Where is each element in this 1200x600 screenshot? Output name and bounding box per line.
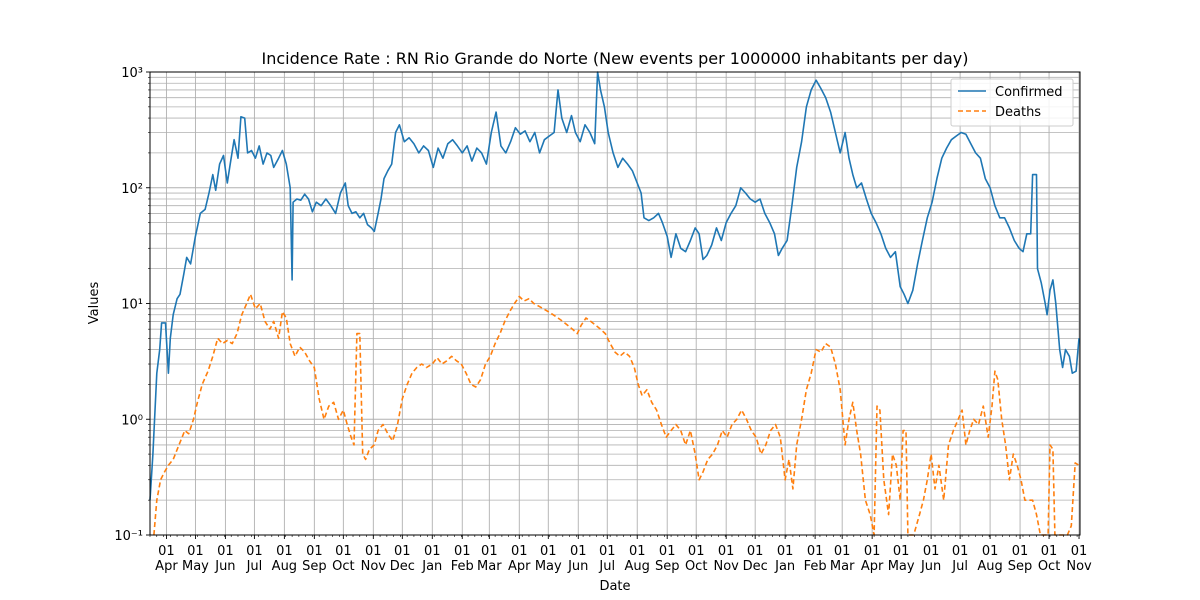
x-tick-label-day: 01 — [864, 544, 881, 559]
series-line-deaths — [153, 293, 1080, 536]
x-tick-label-month: Jan — [774, 559, 795, 574]
x-tick-label-day: 01 — [217, 544, 234, 559]
y-tick-label: 10² — [121, 182, 143, 197]
x-tick-label-month: Feb — [804, 559, 827, 574]
x-tick-label-month: Jan — [421, 559, 442, 574]
x-tick-label-month: Feb — [451, 559, 474, 574]
x-tick-label-month: Aug — [272, 559, 297, 574]
legend-label-confirmed: Confirmed — [995, 85, 1063, 100]
x-tick-label-day: 01 — [1012, 544, 1029, 559]
x-tick-label-day: 01 — [1041, 544, 1058, 559]
x-tick-label-month: Jun — [214, 559, 235, 574]
x-tick-label-day: 01 — [335, 544, 352, 559]
x-tick-label-month: Apr — [861, 559, 884, 574]
x-tick-label-month: Oct — [685, 559, 707, 574]
x-tick-label-day: 01 — [306, 544, 323, 559]
x-tick-label-day: 01 — [424, 544, 441, 559]
grid — [150, 72, 1080, 536]
x-axis-label: Date — [599, 579, 630, 594]
x-tick-label-month: Nov — [713, 559, 739, 574]
x-tick-label-day: 01 — [1071, 544, 1088, 559]
chart-title: Incidence Rate : RN Rio Grande do Norte … — [261, 49, 968, 68]
x-tick-label-day: 01 — [629, 544, 646, 559]
x-tick-label-month: Sep — [1008, 559, 1033, 574]
x-tick-label-day: 01 — [511, 544, 528, 559]
x-tick-label-day: 01 — [659, 544, 676, 559]
x-tick-label-day: 01 — [952, 544, 969, 559]
y-tick-label: 10⁻¹ — [114, 529, 143, 544]
x-tick-label-day: 01 — [158, 544, 175, 559]
legend-label-deaths: Deaths — [995, 105, 1041, 120]
x-tick-label-day: 01 — [365, 544, 382, 559]
x-tick-label-month: Sep — [302, 559, 327, 574]
x-tick-label-month: Jun — [920, 559, 941, 574]
x-tick-label-day: 01 — [394, 544, 411, 559]
x-tick-label-day: 01 — [246, 544, 263, 559]
x-tick-label-month: Mar — [830, 559, 855, 574]
x-tick-label-day: 01 — [540, 544, 557, 559]
x-tick-label-day: 01 — [747, 544, 764, 559]
ticks: 01Apr01May01Jun01Jul01Aug01Sep01Oct01Nov… — [114, 66, 1092, 574]
x-tick-label-month: Apr — [155, 559, 178, 574]
x-tick-label-month: May — [535, 559, 562, 574]
x-tick-label-month: Oct — [332, 559, 354, 574]
x-tick-label-day: 01 — [454, 544, 471, 559]
x-tick-label-day: 01 — [982, 544, 999, 559]
legend: Confirmed Deaths — [950, 78, 1074, 127]
y-tick-label: 10⁰ — [121, 413, 143, 428]
x-tick-label-day: 01 — [777, 544, 794, 559]
x-tick-label-day: 01 — [807, 544, 824, 559]
x-tick-label-month: Aug — [977, 559, 1002, 574]
x-tick-label-month: May — [182, 559, 209, 574]
x-tick-label-day: 01 — [834, 544, 851, 559]
x-tick-label-day: 01 — [688, 544, 705, 559]
x-tick-label-month: Sep — [655, 559, 680, 574]
x-tick-label-month: Nov — [1066, 559, 1092, 574]
x-tick-label-month: Dec — [743, 559, 768, 574]
y-tick-label: 10³ — [121, 66, 143, 81]
x-tick-label-month: Jul — [246, 559, 263, 574]
x-tick-label-day: 01 — [718, 544, 735, 559]
x-tick-label-day: 01 — [570, 544, 587, 559]
x-tick-label-month: Jul — [951, 559, 968, 574]
y-tick-label: 10¹ — [121, 298, 143, 313]
x-tick-label-day: 01 — [276, 544, 293, 559]
x-tick-label-day: 01 — [893, 544, 910, 559]
x-tick-label-month: Oct — [1038, 559, 1060, 574]
x-tick-label-day: 01 — [923, 544, 940, 559]
x-tick-label-day: 01 — [187, 544, 204, 559]
x-tick-label-month: Nov — [361, 559, 387, 574]
x-tick-label-month: Mar — [477, 559, 502, 574]
y-axis-label: Values — [87, 282, 102, 325]
x-tick-label-month: May — [888, 559, 915, 574]
x-tick-label-month: Aug — [625, 559, 650, 574]
x-tick-label-month: Jul — [598, 559, 615, 574]
x-tick-label-day: 01 — [481, 544, 498, 559]
x-tick-label-month: Dec — [390, 559, 415, 574]
x-tick-label-month: Apr — [508, 559, 531, 574]
x-tick-label-month: Jun — [567, 559, 588, 574]
x-tick-label-day: 01 — [599, 544, 616, 559]
